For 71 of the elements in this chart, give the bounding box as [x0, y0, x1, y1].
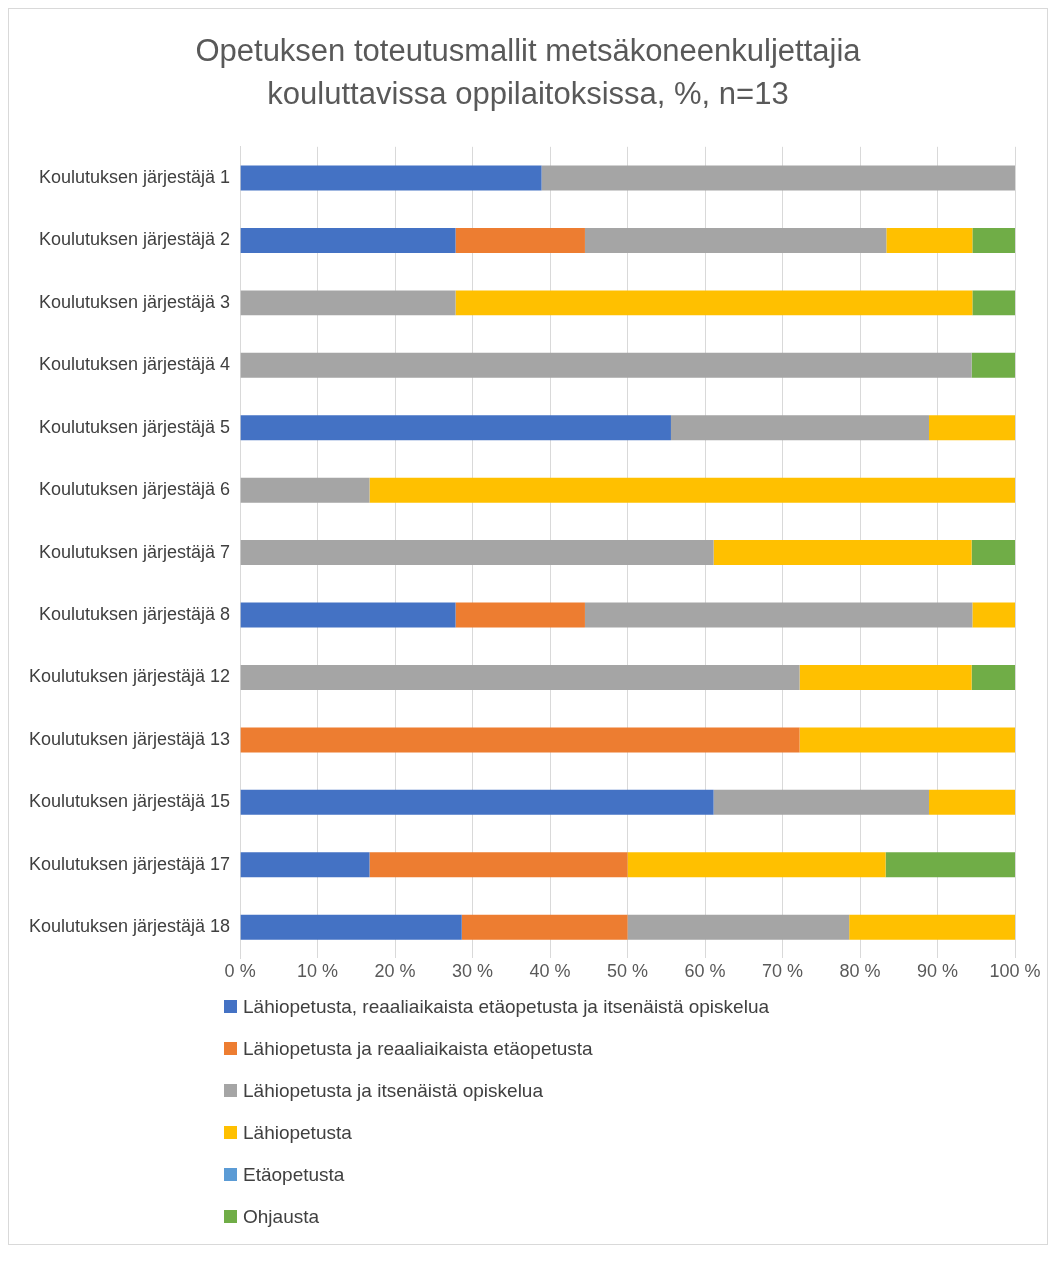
bar — [799, 727, 1015, 753]
y-tick-label: Koulutuksen järjestäjä 8 — [39, 603, 231, 624]
bar — [240, 914, 462, 940]
bar — [799, 664, 972, 690]
bar — [240, 664, 800, 690]
bar — [971, 352, 1015, 378]
x-tick-label: 20 % — [374, 960, 416, 981]
y-tick-label: Koulutuksen järjestäjä 5 — [39, 416, 231, 437]
bar — [849, 914, 1015, 940]
bar — [928, 415, 1015, 441]
bar — [240, 165, 542, 191]
bar — [240, 602, 456, 628]
bar — [455, 602, 585, 628]
bar — [972, 602, 1015, 628]
bar — [541, 165, 1015, 191]
y-tick-label: Koulutuksen järjestäjä 1 — [39, 166, 231, 187]
y-tick-label: Koulutuksen järjestäjä 6 — [39, 478, 231, 499]
x-tick-label: 50 % — [607, 960, 649, 981]
bar — [240, 477, 370, 503]
x-tick-label: 80 % — [839, 960, 881, 981]
bar — [240, 852, 370, 878]
bar — [240, 227, 456, 253]
bar — [627, 914, 850, 940]
bar — [240, 415, 671, 441]
bar — [369, 852, 628, 878]
bar — [369, 477, 1015, 503]
y-tick-label: Koulutuksen järjestäjä 7 — [39, 541, 231, 562]
bar — [972, 227, 1015, 253]
bar — [455, 290, 973, 316]
legend-label: Lähiopetusta ja itsenäistä opiskelua — [243, 1079, 543, 1102]
bar — [972, 290, 1015, 316]
bar — [240, 727, 800, 753]
bar — [713, 789, 929, 815]
y-tick-label: Koulutuksen järjestäjä 3 — [39, 291, 231, 312]
bar — [886, 227, 973, 253]
bar — [461, 914, 628, 940]
bar — [713, 539, 972, 565]
legend-label: Lähiopetusta — [243, 1121, 352, 1144]
bar — [455, 227, 585, 253]
bar — [584, 227, 887, 253]
y-tick-label: Koulutuksen järjestäjä 13 — [28, 728, 231, 749]
x-tick-label: 70 % — [762, 960, 804, 981]
legend-label: Lähiopetusta ja reaaliaikaista etäopetusta — [243, 1037, 593, 1060]
bar — [928, 789, 1015, 815]
bar — [627, 852, 886, 878]
bar — [240, 290, 456, 316]
x-tick-label: 40 % — [529, 960, 571, 981]
bar — [584, 602, 973, 628]
x-tick-label: 90 % — [917, 960, 959, 981]
y-tick-label: Koulutuksen järjestäjä 15 — [28, 791, 231, 812]
bar — [971, 664, 1015, 690]
bar — [240, 539, 714, 565]
x-tick-label: 60 % — [684, 960, 726, 981]
legend-label: Lähiopetusta, reaaliaikaista etäopetusta ja itsenäistä opiskelua — [243, 995, 770, 1018]
x-tick-label: 0 % — [224, 960, 256, 981]
legend-label: Etäopetusta — [243, 1163, 345, 1186]
bar — [240, 789, 714, 815]
y-tick-label: Koulutuksen järjestäjä 17 — [28, 853, 231, 874]
bar — [971, 539, 1015, 565]
bar — [885, 852, 1015, 878]
x-tick-label: 100 % — [989, 960, 1041, 981]
chart-title: Opetuksen toteutusmallit metsäkoneenkuljettajia kouluttavissa oppilaitoksissa, %, n=13 — [194, 32, 862, 114]
y-tick-label: Koulutuksen järjestäjä 4 — [39, 354, 231, 375]
legend-label: Ohjausta — [243, 1205, 320, 1228]
y-tick-label: Koulutuksen järjestäjä 12 — [28, 666, 231, 687]
y-tick-label: Koulutuksen järjestäjä 2 — [39, 229, 231, 250]
bar — [240, 352, 972, 378]
x-tick-label: 10 % — [297, 960, 339, 981]
y-tick-label: Koulutuksen järjestäjä 18 — [28, 915, 231, 936]
x-tick-label: 30 % — [452, 960, 494, 981]
bar — [670, 415, 929, 441]
